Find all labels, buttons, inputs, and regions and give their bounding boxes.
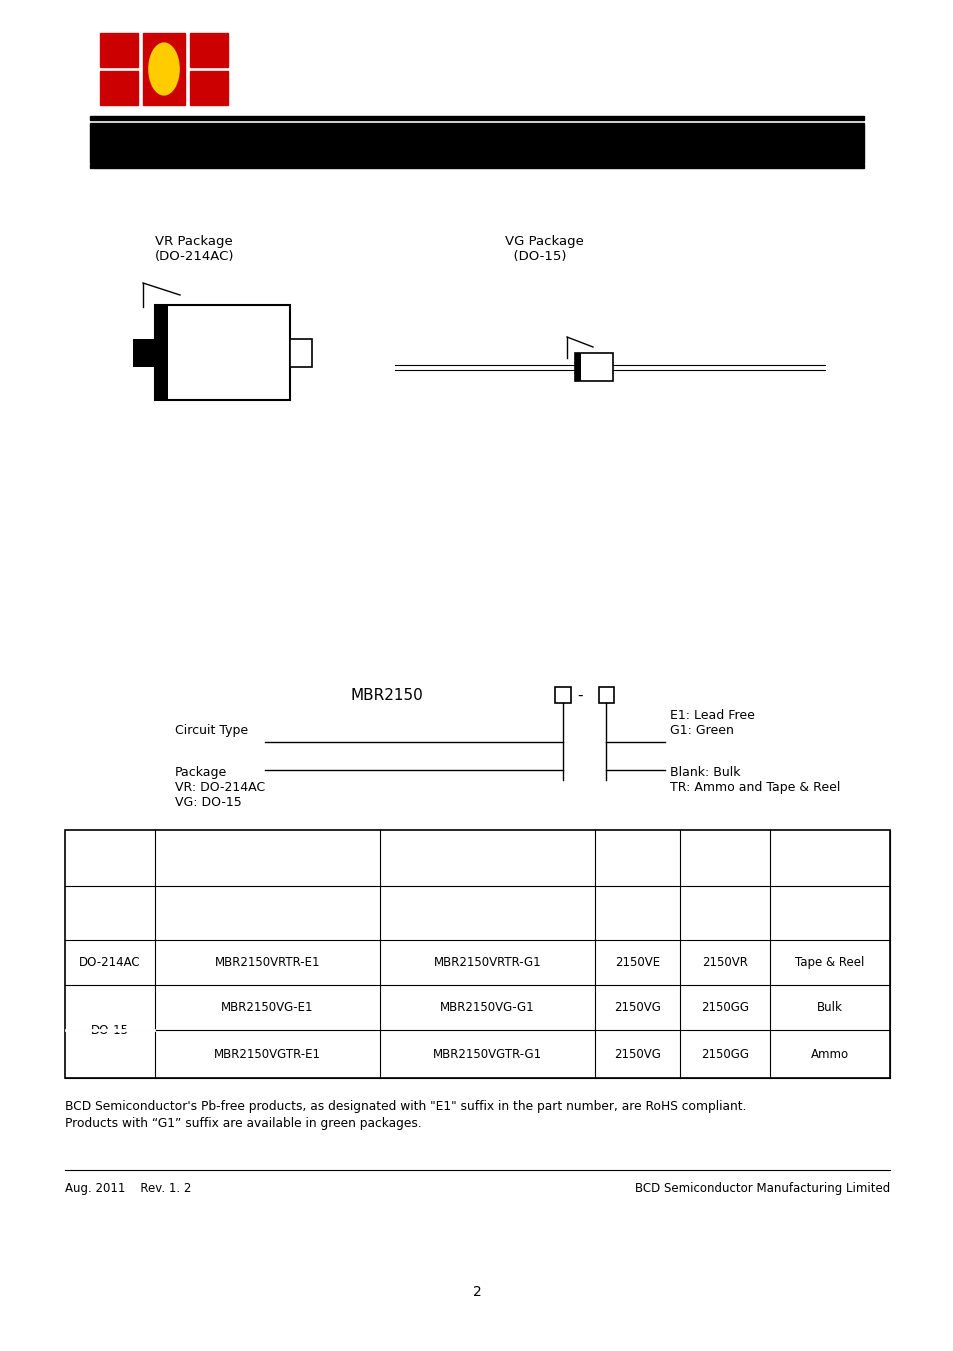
Text: 2150VE: 2150VE (615, 957, 659, 969)
Text: Aug. 2011    Rev. 1. 2: Aug. 2011 Rev. 1. 2 (65, 1182, 192, 1196)
Bar (90, 123, 863, 163)
Text: BCD Semiconductor Manufacturing Limited: BCD Semiconductor Manufacturing Limited (634, 1182, 889, 1196)
Text: -: - (577, 688, 582, 703)
Bar (154, 305, 168, 400)
Text: Tape & Reel: Tape & Reel (795, 957, 863, 969)
Bar (154, 305, 290, 400)
Bar (90, 163, 863, 168)
Text: Circuit Type: Circuit Type (174, 724, 248, 738)
Bar (598, 688, 614, 703)
Text: 2150GG: 2150GG (700, 1001, 748, 1015)
Text: BCD Semiconductor's Pb-free products, as designated with "E1" suffix in the part: BCD Semiconductor's Pb-free products, as… (65, 1100, 745, 1129)
Text: Bulk: Bulk (816, 1001, 842, 1015)
Bar (132, 339, 154, 366)
Text: MBR2150: MBR2150 (350, 688, 422, 703)
Bar (100, 32, 138, 68)
Text: Package
VR: DO-214AC
VG: DO-15: Package VR: DO-214AC VG: DO-15 (174, 766, 265, 809)
Text: MBR2150VGTR-E1: MBR2150VGTR-E1 (213, 1047, 320, 1061)
Text: MBR2150VRTR-G1: MBR2150VRTR-G1 (434, 957, 540, 969)
Bar (90, 116, 863, 120)
Text: MBR2150VGTR-G1: MBR2150VGTR-G1 (433, 1047, 541, 1061)
Text: 2150VR: 2150VR (701, 957, 747, 969)
Bar (100, 72, 138, 105)
Text: 2150GG: 2150GG (700, 1047, 748, 1061)
Text: MBR2150VRTR-E1: MBR2150VRTR-E1 (214, 957, 320, 969)
Text: DO-15: DO-15 (91, 1024, 129, 1038)
Text: MBR2150VG-G1: MBR2150VG-G1 (439, 1001, 535, 1015)
Text: Blank: Bulk
TR: Ammo and Tape & Reel: Blank: Bulk TR: Ammo and Tape & Reel (669, 766, 840, 794)
Bar (575, 353, 613, 381)
Text: 2: 2 (472, 1285, 481, 1300)
Bar (290, 339, 312, 366)
Text: MBR2150VG-E1: MBR2150VG-E1 (221, 1001, 314, 1015)
Bar (555, 688, 570, 703)
Text: VR Package
(DO-214AC): VR Package (DO-214AC) (154, 235, 234, 263)
Bar (190, 72, 228, 105)
Bar (575, 353, 580, 381)
Bar (143, 32, 185, 105)
Ellipse shape (149, 43, 179, 95)
Text: DO-214AC: DO-214AC (79, 957, 141, 969)
Text: VG Package
  (DO-15): VG Package (DO-15) (504, 235, 583, 263)
Text: 2150VG: 2150VG (614, 1047, 660, 1061)
Text: 2150VG: 2150VG (614, 1001, 660, 1015)
Bar (190, 32, 228, 68)
Bar (65, 830, 889, 1078)
Text: E1: Lead Free
G1: Green: E1: Lead Free G1: Green (669, 709, 754, 738)
Text: Ammo: Ammo (810, 1047, 848, 1061)
